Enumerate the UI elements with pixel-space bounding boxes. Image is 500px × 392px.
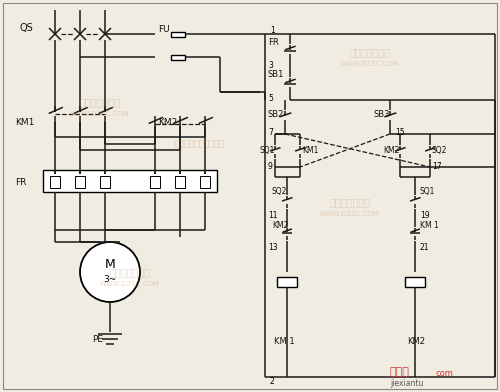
Text: 维库电子市场网: 维库电子市场网: [110, 267, 150, 277]
Bar: [171, 54, 185, 60]
Text: 7: 7: [268, 127, 273, 136]
Text: 1: 1: [270, 25, 275, 34]
Text: 11: 11: [268, 211, 278, 220]
Text: SQ2: SQ2: [272, 187, 287, 196]
Text: WWW.DZSC.COM: WWW.DZSC.COM: [70, 111, 130, 117]
Bar: [43, 170, 217, 192]
Text: KM 1: KM 1: [274, 338, 294, 347]
Text: SQ1: SQ1: [259, 145, 274, 154]
Bar: [75, 176, 85, 188]
Text: KM2: KM2: [158, 118, 177, 127]
Text: KM2: KM2: [383, 145, 400, 154]
Bar: [175, 176, 185, 188]
Text: KM1: KM1: [302, 145, 318, 154]
Text: WWW.DZSC.COM: WWW.DZSC.COM: [320, 211, 380, 217]
Text: WWW.DZSC.COM: WWW.DZSC.COM: [340, 61, 400, 67]
Text: M: M: [104, 258, 116, 270]
Text: 19: 19: [420, 211, 430, 220]
Text: FR: FR: [268, 38, 279, 47]
Bar: [100, 176, 110, 188]
Text: KM1: KM1: [15, 118, 34, 127]
Text: 3~: 3~: [104, 276, 117, 285]
Bar: [277, 277, 297, 287]
Text: 3: 3: [268, 60, 273, 69]
Text: 5: 5: [268, 94, 273, 102]
Text: 杭州将睿科技有限公司: 杭州将睿科技有限公司: [175, 140, 225, 149]
Text: WWW.DZSC.COM: WWW.DZSC.COM: [100, 281, 160, 287]
Text: 维库电子市场网: 维库电子市场网: [330, 197, 370, 207]
Text: 13: 13: [268, 243, 278, 252]
Text: com: com: [435, 370, 453, 379]
Text: KM2: KM2: [407, 338, 425, 347]
Text: jiexiantu: jiexiantu: [390, 379, 424, 388]
Text: SQ2: SQ2: [432, 145, 448, 154]
Text: 接线图: 接线图: [390, 367, 410, 377]
Text: 17: 17: [432, 162, 442, 171]
Text: 维库电子市场网: 维库电子市场网: [350, 47, 391, 57]
Text: 9: 9: [268, 162, 273, 171]
Bar: [405, 277, 425, 287]
Text: 维库电子市场网: 维库电子市场网: [80, 97, 120, 107]
Bar: [150, 176, 160, 188]
Text: SB2: SB2: [268, 109, 284, 118]
Text: SB3: SB3: [373, 109, 390, 118]
Text: SB1: SB1: [268, 69, 284, 78]
Text: KM 1: KM 1: [420, 221, 439, 229]
Text: KM2: KM2: [272, 221, 288, 229]
Text: 21: 21: [420, 243, 430, 252]
Bar: [171, 31, 185, 36]
Bar: [200, 176, 210, 188]
Text: 15: 15: [395, 127, 404, 136]
Text: 2: 2: [270, 377, 275, 387]
Circle shape: [80, 242, 140, 302]
Text: QS: QS: [20, 23, 34, 33]
Text: FU: FU: [158, 25, 170, 33]
Text: PE: PE: [92, 336, 103, 345]
Text: SQ1: SQ1: [420, 187, 436, 196]
Text: FR: FR: [15, 178, 26, 187]
Bar: [50, 176, 60, 188]
